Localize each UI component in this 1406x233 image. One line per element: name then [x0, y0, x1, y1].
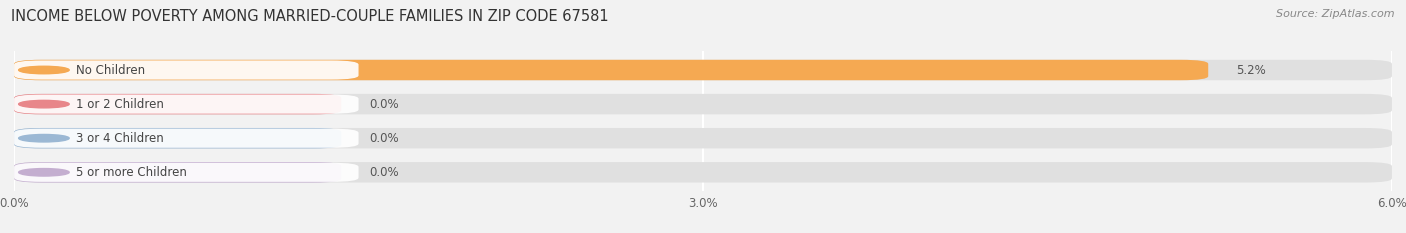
FancyBboxPatch shape [14, 162, 1392, 182]
FancyBboxPatch shape [14, 128, 1392, 148]
FancyBboxPatch shape [14, 95, 359, 114]
FancyBboxPatch shape [14, 129, 359, 148]
Text: 0.0%: 0.0% [368, 98, 398, 111]
Circle shape [18, 134, 69, 142]
Text: 3 or 4 Children: 3 or 4 Children [76, 132, 165, 145]
Text: 0.0%: 0.0% [368, 166, 398, 179]
FancyBboxPatch shape [14, 163, 359, 182]
FancyBboxPatch shape [14, 128, 342, 148]
FancyBboxPatch shape [14, 94, 342, 114]
Text: Source: ZipAtlas.com: Source: ZipAtlas.com [1277, 9, 1395, 19]
Circle shape [18, 168, 69, 176]
FancyBboxPatch shape [14, 60, 1208, 80]
Text: 0.0%: 0.0% [368, 132, 398, 145]
FancyBboxPatch shape [14, 61, 359, 79]
FancyBboxPatch shape [14, 60, 1392, 80]
FancyBboxPatch shape [14, 94, 1392, 114]
FancyBboxPatch shape [14, 162, 342, 182]
Text: INCOME BELOW POVERTY AMONG MARRIED-COUPLE FAMILIES IN ZIP CODE 67581: INCOME BELOW POVERTY AMONG MARRIED-COUPL… [11, 9, 609, 24]
Text: 1 or 2 Children: 1 or 2 Children [76, 98, 165, 111]
Text: 5 or more Children: 5 or more Children [76, 166, 187, 179]
Circle shape [18, 100, 69, 108]
Text: 5.2%: 5.2% [1236, 64, 1265, 76]
Text: No Children: No Children [76, 64, 145, 76]
Circle shape [18, 66, 69, 74]
